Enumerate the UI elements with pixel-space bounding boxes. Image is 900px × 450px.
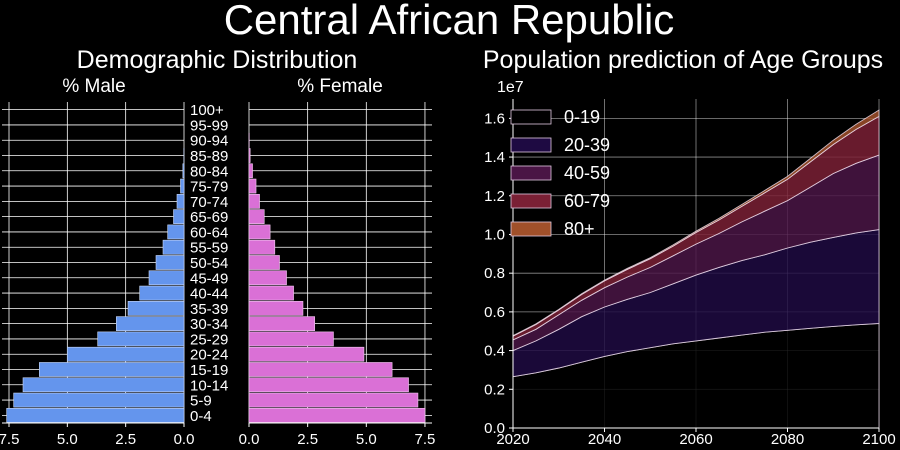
age-group-label: 35-39 [190, 301, 228, 318]
female-x-tick-label: 0.0 [239, 431, 260, 448]
male-bar [97, 331, 185, 347]
age-group-label: 25-29 [190, 331, 228, 348]
legend-swatch [510, 165, 552, 181]
age-group-label: 10-14 [190, 377, 228, 394]
male-bar [39, 362, 185, 377]
area-y-tick-label: 1.0 [484, 226, 505, 243]
age-group-label: 55-59 [190, 240, 228, 257]
y-offset-label: 1e7 [497, 79, 524, 96]
area-y-tick-label: 1.4 [484, 149, 505, 166]
figure-title: Central African Republic [224, 0, 675, 43]
male-bar [182, 163, 185, 179]
female-bar [248, 285, 294, 301]
area-y-tick-label: 1.2 [484, 188, 505, 205]
age-group-label: 90-94 [190, 133, 228, 150]
female-bar [248, 362, 393, 377]
female-bar [248, 163, 253, 179]
female-x-tick-label: 2.5 [297, 431, 318, 448]
area-y-tick-label: 0.4 [484, 343, 505, 360]
female-panel-title: % Female [297, 76, 383, 97]
age-group-label: 15-19 [190, 362, 228, 379]
female-bar [248, 194, 260, 209]
area-chart-title: Population prediction of Age Groups [483, 46, 883, 74]
male-bar [22, 377, 185, 393]
age-group-label: 45-49 [190, 270, 228, 287]
male-x-tick-label: 7.5 [0, 431, 19, 448]
male-x-tick-label: 2.5 [115, 431, 136, 448]
age-group-label: 80-84 [190, 163, 228, 180]
age-group-label: 100+ [190, 102, 224, 119]
age-group-label: 75-79 [190, 179, 228, 196]
legend-label: 80+ [564, 219, 595, 239]
area-y-tick-label: 0.8 [484, 265, 505, 282]
female-bar [248, 209, 265, 224]
male-bar [6, 408, 185, 423]
male-bar [67, 346, 185, 362]
female-bar [248, 346, 365, 362]
age-group-label: 60-64 [190, 224, 228, 241]
legend-label: 60-79 [564, 191, 610, 211]
female-bar [248, 331, 334, 347]
area-x-tick-label: 2040 [588, 431, 621, 448]
age-group-label: 95-99 [190, 117, 228, 134]
male-x-tick-label: 0.0 [174, 431, 195, 448]
male-bar [127, 301, 185, 316]
male-bar [139, 285, 185, 301]
legend-swatch [510, 193, 552, 209]
legend-swatch [510, 221, 552, 237]
area-80-plus [512, 109, 880, 337]
female-bar [248, 239, 276, 255]
age-group-label: 5-9 [190, 393, 212, 410]
age-group-label: 20-24 [190, 347, 228, 364]
age-group-label: 30-34 [190, 316, 228, 333]
male-bar [13, 392, 185, 408]
female-bar [248, 270, 287, 286]
male-bar [167, 224, 185, 240]
female-x-tick-label: 5.0 [356, 431, 377, 448]
area-x-tick-label: 2100 [862, 431, 895, 448]
area-x-tick-label: 2020 [496, 431, 529, 448]
legend-swatch [510, 137, 552, 153]
area-y-tick-label: 0.6 [484, 304, 505, 321]
legend-label: 20-39 [564, 135, 610, 155]
age-group-label: 50-54 [190, 255, 228, 272]
male-bar [180, 178, 185, 194]
female-bar [248, 301, 304, 316]
age-group-label: 40-44 [190, 286, 228, 303]
area-y-tick-label: 1.6 [484, 110, 505, 127]
female-x-tick-label: 7.5 [415, 431, 436, 448]
age-group-label: 65-69 [190, 209, 228, 226]
female-bar [248, 178, 257, 194]
male-x-tick-label: 5.0 [57, 431, 78, 448]
female-bar [248, 224, 271, 240]
male-bar [148, 270, 185, 286]
legend-label: 0-19 [564, 107, 600, 127]
age-group-label: 70-74 [190, 194, 228, 211]
female-bar [248, 148, 251, 163]
male-panel-title: % Male [62, 76, 125, 97]
female-bar [248, 377, 409, 393]
legend-label: 40-59 [564, 163, 610, 183]
male-bar [155, 255, 185, 270]
age-group-label: 85-89 [190, 148, 228, 165]
male-bar [176, 194, 185, 209]
female-bar [248, 392, 419, 408]
pyramid-group-title: Demographic Distribution [77, 46, 358, 74]
area-x-tick-label: 2060 [679, 431, 712, 448]
legend-swatch [510, 109, 552, 125]
age-group-label: 0-4 [190, 408, 212, 425]
area-y-tick-label: 0.2 [484, 381, 505, 398]
male-bar [173, 209, 185, 224]
male-bar [116, 316, 185, 331]
female-bar [248, 255, 280, 270]
female-bar [248, 408, 426, 423]
area-y-tick-label: 0.0 [484, 420, 505, 437]
area-x-tick-label: 2080 [771, 431, 804, 448]
female-bar [248, 316, 315, 331]
male-bar [162, 239, 185, 255]
